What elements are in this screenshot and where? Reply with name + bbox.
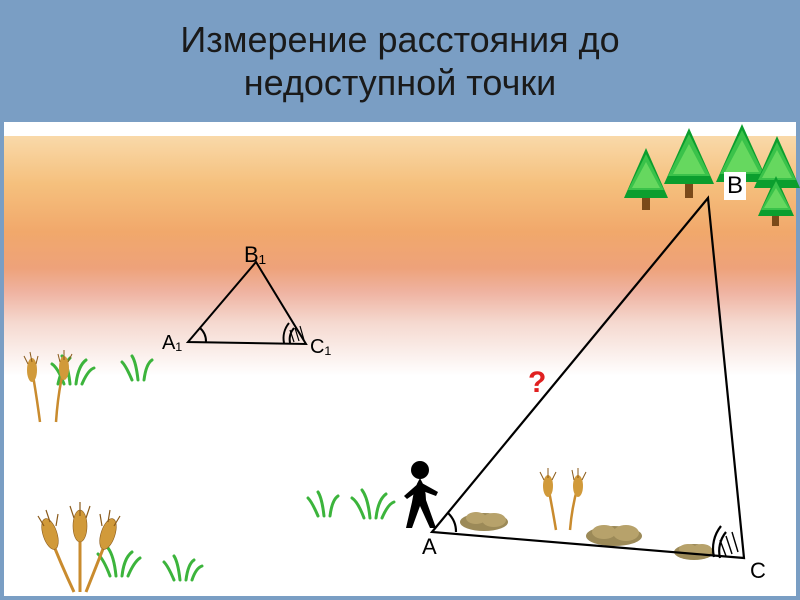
- diagram-svg: [4, 122, 796, 596]
- label-A: A: [422, 534, 437, 560]
- title-line1: Измерение расстояния до: [180, 19, 619, 60]
- label-C1: C₁: [310, 336, 331, 359]
- label-C: C: [750, 558, 766, 584]
- label-B: B: [724, 172, 746, 200]
- trees-group: [624, 124, 800, 226]
- person-icon: [404, 461, 438, 528]
- title-line2: недоступной точки: [244, 62, 556, 103]
- question-mark: ?: [528, 366, 546, 400]
- wheat-group: [24, 350, 586, 592]
- label-B1: B₁: [244, 242, 266, 268]
- triangle-small: [188, 262, 306, 344]
- label-A1: A₁: [162, 332, 182, 355]
- triangle-big: [432, 198, 744, 558]
- scene-panel: B₁ A₁ C₁ B A C ?: [4, 122, 796, 596]
